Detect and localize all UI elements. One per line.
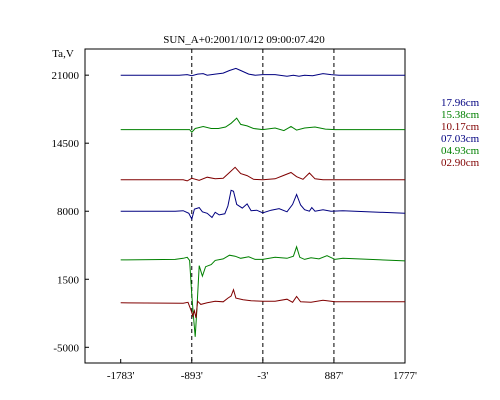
y-tick-label: 1500 [57, 274, 80, 286]
series-line-17.96cm [120, 67, 405, 77]
axis-ticks: 21000 14500 8000 1500 -5000 -1783' -893' -3' 887… [52, 70, 418, 382]
series-line-15.38cm [120, 117, 405, 133]
x-tick-label: 887' [325, 370, 344, 382]
x-tick-label: -3' [257, 370, 268, 382]
legend: 17.96cm15.38cm10.17cm07.03cm04.93cm02.90… [441, 97, 480, 169]
x-tick-label: -893' [181, 370, 203, 382]
chart-title: SUN_A+0:2001/10/12 09:00:07.420 [163, 34, 325, 46]
y-tick-label: 14500 [52, 138, 80, 150]
series-line-07.03cm [120, 189, 406, 221]
x-tick-label: 1777' [393, 370, 417, 382]
y-tick-label: -5000 [53, 342, 79, 354]
series-line-10.17cm [120, 166, 405, 182]
series-line-02.90cm [120, 288, 405, 319]
data-series [120, 67, 406, 337]
legend-entry: 02.90cm [441, 157, 480, 169]
legend-entry: 15.38cm [441, 109, 480, 121]
x-tick-label: -1783' [107, 370, 135, 382]
legend-entry: 07.03cm [441, 133, 480, 145]
y-tick-label: 8000 [57, 206, 80, 218]
y-axis-label: Ta,V [52, 48, 74, 60]
legend-entry: 04.93cm [441, 145, 480, 157]
legend-entry: 10.17cm [441, 121, 480, 133]
series-line-04.93cm [120, 245, 406, 337]
reference-lines [191, 49, 335, 363]
legend-entry: 17.96cm [441, 97, 480, 109]
plot-area-frame [84, 48, 406, 364]
y-tick-label: 21000 [52, 70, 80, 82]
